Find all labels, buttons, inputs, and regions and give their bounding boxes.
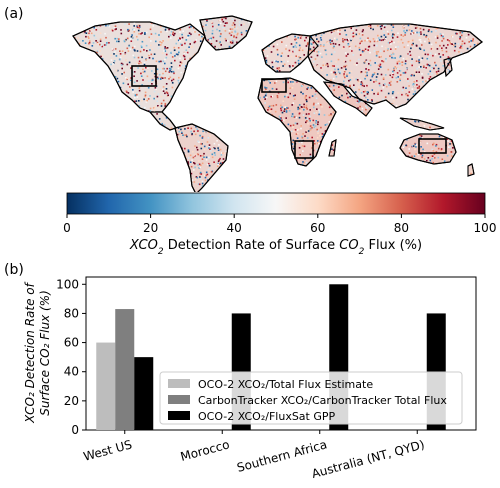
legend-label: OCO-2 XCO₂/FluxSat GPP	[198, 410, 336, 423]
bar	[96, 342, 116, 430]
region-box-australia	[418, 138, 447, 154]
colorbar-label: XCO2 Detection Rate of Surface CO2 Flux …	[129, 238, 422, 257]
colorbar-tick-label: 0	[63, 221, 71, 235]
y-axis-label-line2: Surface CO₂ Flux (%)	[38, 290, 52, 416]
world-map	[67, 14, 485, 192]
x-tick-label: Morocco	[179, 437, 231, 464]
y-tick-label: 100	[56, 277, 79, 291]
legend-box	[159, 371, 463, 425]
region-box-southern-africa	[294, 140, 314, 159]
legend-swatch	[168, 411, 190, 420]
y-axis-ticks: 0 20 40 60 80 100	[56, 277, 86, 437]
y-axis-label-line1: XCO₂ Detection Rate of	[23, 281, 37, 424]
colorbar-tick-label: 60	[310, 221, 325, 235]
bar	[134, 357, 154, 430]
x-tick-label: Australia (NT, QYD)	[310, 437, 426, 481]
y-tick-label: 80	[64, 306, 79, 320]
legend-swatch	[168, 379, 190, 388]
y-tick-label: 20	[64, 394, 79, 408]
region-box-west-us	[131, 65, 157, 87]
colorbar-tick-label: 20	[143, 221, 158, 235]
colorbar-tick-label: 100	[474, 221, 497, 235]
panel-b-label: (b)	[4, 262, 24, 278]
colorbar	[66, 192, 486, 215]
colorbar-tick-label: 80	[394, 221, 409, 235]
y-tick-label: 60	[64, 336, 79, 350]
y-tick-label: 40	[64, 365, 79, 379]
colorbar-tick-label: 40	[227, 221, 242, 235]
colorbar-ticks: 0 20 40 60 80 100	[63, 214, 496, 235]
x-tick-label: West US	[82, 437, 134, 463]
legend: OCO-2 XCO₂/Total Flux Estimate CarbonTrac…	[159, 371, 463, 425]
y-tick-label: 0	[71, 423, 79, 437]
legend-swatch	[168, 395, 190, 404]
legend-label: OCO-2 XCO₂/Total Flux Estimate	[198, 378, 373, 391]
panel-a-label: (a)	[4, 6, 24, 22]
bar	[115, 309, 135, 430]
legend-label: CarbonTracker XCO₂/CarbonTracker Total F…	[198, 394, 447, 407]
region-box-morocco	[261, 78, 287, 93]
